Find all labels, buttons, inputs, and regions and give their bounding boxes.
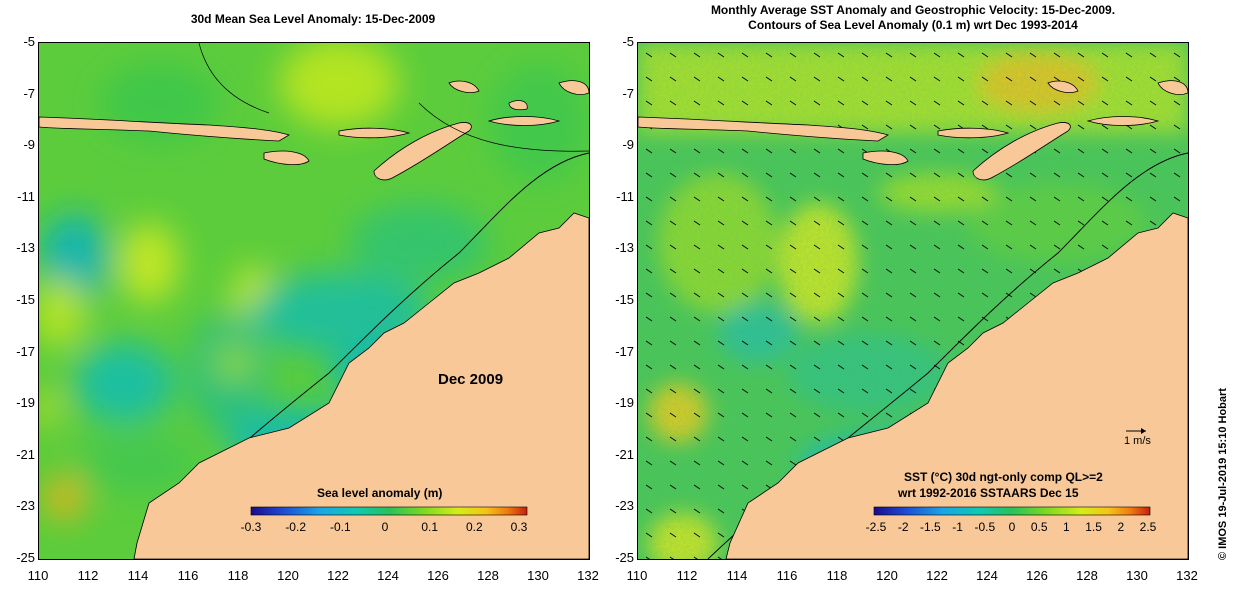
lon-tick-label: 116 (177, 568, 199, 583)
lat-tick-label: -23 (615, 498, 634, 514)
lon-tick-label: 124 (377, 568, 399, 583)
lon-tick-label: 114 (726, 568, 748, 583)
lat-tick-label: -5 (23, 34, 35, 49)
lat-tick-label: -23 (16, 498, 35, 514)
lon-tick-label: 112 (77, 568, 99, 583)
colorbar-tick-label: 0.5 (1030, 520, 1048, 534)
sst-colorbar-title-line1: SST (°C) 30d ngt-only comp QL>=2 (904, 470, 1103, 484)
lon-tick-label: 122 (327, 568, 349, 583)
sla-map-canvas (39, 43, 589, 559)
lon-tick-label: 120 (876, 568, 898, 583)
indonesian-islands (39, 80, 589, 181)
indonesian-islands (638, 80, 1188, 181)
colorbar-tick-label: -0.2 (285, 520, 306, 534)
colorbar-tick-label: 1.5 (1085, 520, 1102, 534)
lat-tick-label: -13 (16, 240, 35, 256)
australia-landmass (725, 212, 1188, 559)
sla-colorbar (250, 506, 528, 516)
sla-colorbar-title: Sea level anomaly (m) (317, 486, 443, 500)
lon-tick-label: 118 (227, 568, 249, 583)
lat-tick-label: -7 (23, 85, 35, 101)
lon-tick-label: 132 (577, 568, 599, 583)
lon-tick-label: 120 (277, 568, 299, 583)
lat-tick-label: -15 (615, 292, 634, 307)
lon-tick-label: 114 (127, 568, 149, 583)
lon-tick-label: 124 (976, 568, 998, 583)
australia-landmass (133, 212, 589, 559)
lon-tick-label: 110 (27, 568, 49, 583)
credit-text: © IMOS 19-Jul-2019 15:10 Hobart (1217, 388, 1229, 560)
lon-tick-label: 126 (427, 568, 449, 583)
colorbar-tick-label: 1 (1063, 520, 1070, 534)
sst-anomaly-map (637, 42, 1189, 560)
lon-tick-label: 118 (826, 568, 848, 583)
lat-tick-label: -9 (23, 137, 35, 153)
lat-tick-label: -17 (615, 343, 634, 359)
right-title-line1: Monthly Average SST Anomaly and Geostrop… (710, 3, 1116, 17)
colorbar-tick-label: 0 (381, 520, 389, 534)
lon-tick-label: 116 (776, 568, 798, 583)
lat-tick-label: -25 (16, 550, 35, 565)
lat-tick-label: -11 (17, 188, 35, 204)
sst-map-canvas (638, 43, 1188, 559)
right-map-title: Monthly Average SST Anomaly and Geostrop… (637, 3, 1189, 33)
colorbar-tick-label: 2 (1117, 520, 1125, 534)
lat-tick-label: -25 (615, 550, 634, 565)
colorbar-tick-label: -2.5 (865, 520, 887, 534)
lon-tick-label: 128 (1076, 568, 1098, 583)
sea-level-anomaly-map (38, 42, 590, 560)
lat-tick-label: -15 (16, 292, 35, 307)
lon-tick-label: 122 (926, 568, 948, 583)
colorbar-tick-label: 0.2 (465, 520, 483, 534)
velocity-scale-arrow (1126, 428, 1146, 434)
colorbar-tick-label: 2.5 (1139, 520, 1157, 534)
colorbar-tick-label: -0.5 (974, 520, 996, 534)
colorbar-tick-label: -2 (897, 520, 909, 534)
sst-colorbar-title-line2: wrt 1992-2016 SSTAARS Dec 15 (898, 486, 1079, 500)
lon-tick-label: 128 (477, 568, 499, 583)
colorbar-tick-label: -1.5 (920, 520, 941, 534)
lat-tick-label: -21 (615, 446, 634, 462)
lat-tick-label: -11 (616, 188, 634, 204)
lon-tick-label: 126 (1026, 568, 1048, 583)
velocity-scale-label: 1 m/s (1124, 435, 1151, 447)
colorbar-tick-label: 0.3 (510, 520, 528, 534)
lat-tick-label: -13 (615, 240, 634, 256)
colorbar-tick-label: -1 (952, 520, 963, 534)
lon-tick-label: 132 (1176, 568, 1198, 583)
lon-tick-label: 112 (676, 568, 698, 583)
lat-tick-label: -19 (615, 395, 634, 411)
lat-tick-label: -9 (622, 137, 634, 153)
lat-tick-label: -17 (16, 343, 35, 359)
left-map-title: 30d Mean Sea Level Anomaly: 15-Dec-2009 (190, 12, 436, 26)
colorbar-tick-label: 0.1 (421, 520, 438, 534)
colorbar-tick-label: -0.1 (329, 520, 351, 534)
lat-tick-label: -19 (16, 395, 35, 411)
sst-colorbar (873, 506, 1151, 516)
lat-tick-label: -5 (622, 34, 634, 49)
lon-tick-label: 130 (527, 568, 549, 583)
lat-tick-label: -21 (16, 446, 35, 462)
right-title-line2: Contours of Sea Level Anomaly (0.1 m) wr… (748, 18, 1078, 32)
lon-tick-label: 110 (626, 568, 648, 583)
colorbar-tick-label: 0 (1008, 520, 1016, 534)
date-label: Dec 2009 (438, 371, 504, 388)
lat-tick-label: -7 (622, 85, 634, 101)
colorbar-tick-label: -0.3 (240, 520, 262, 534)
lon-tick-label: 130 (1126, 568, 1148, 583)
